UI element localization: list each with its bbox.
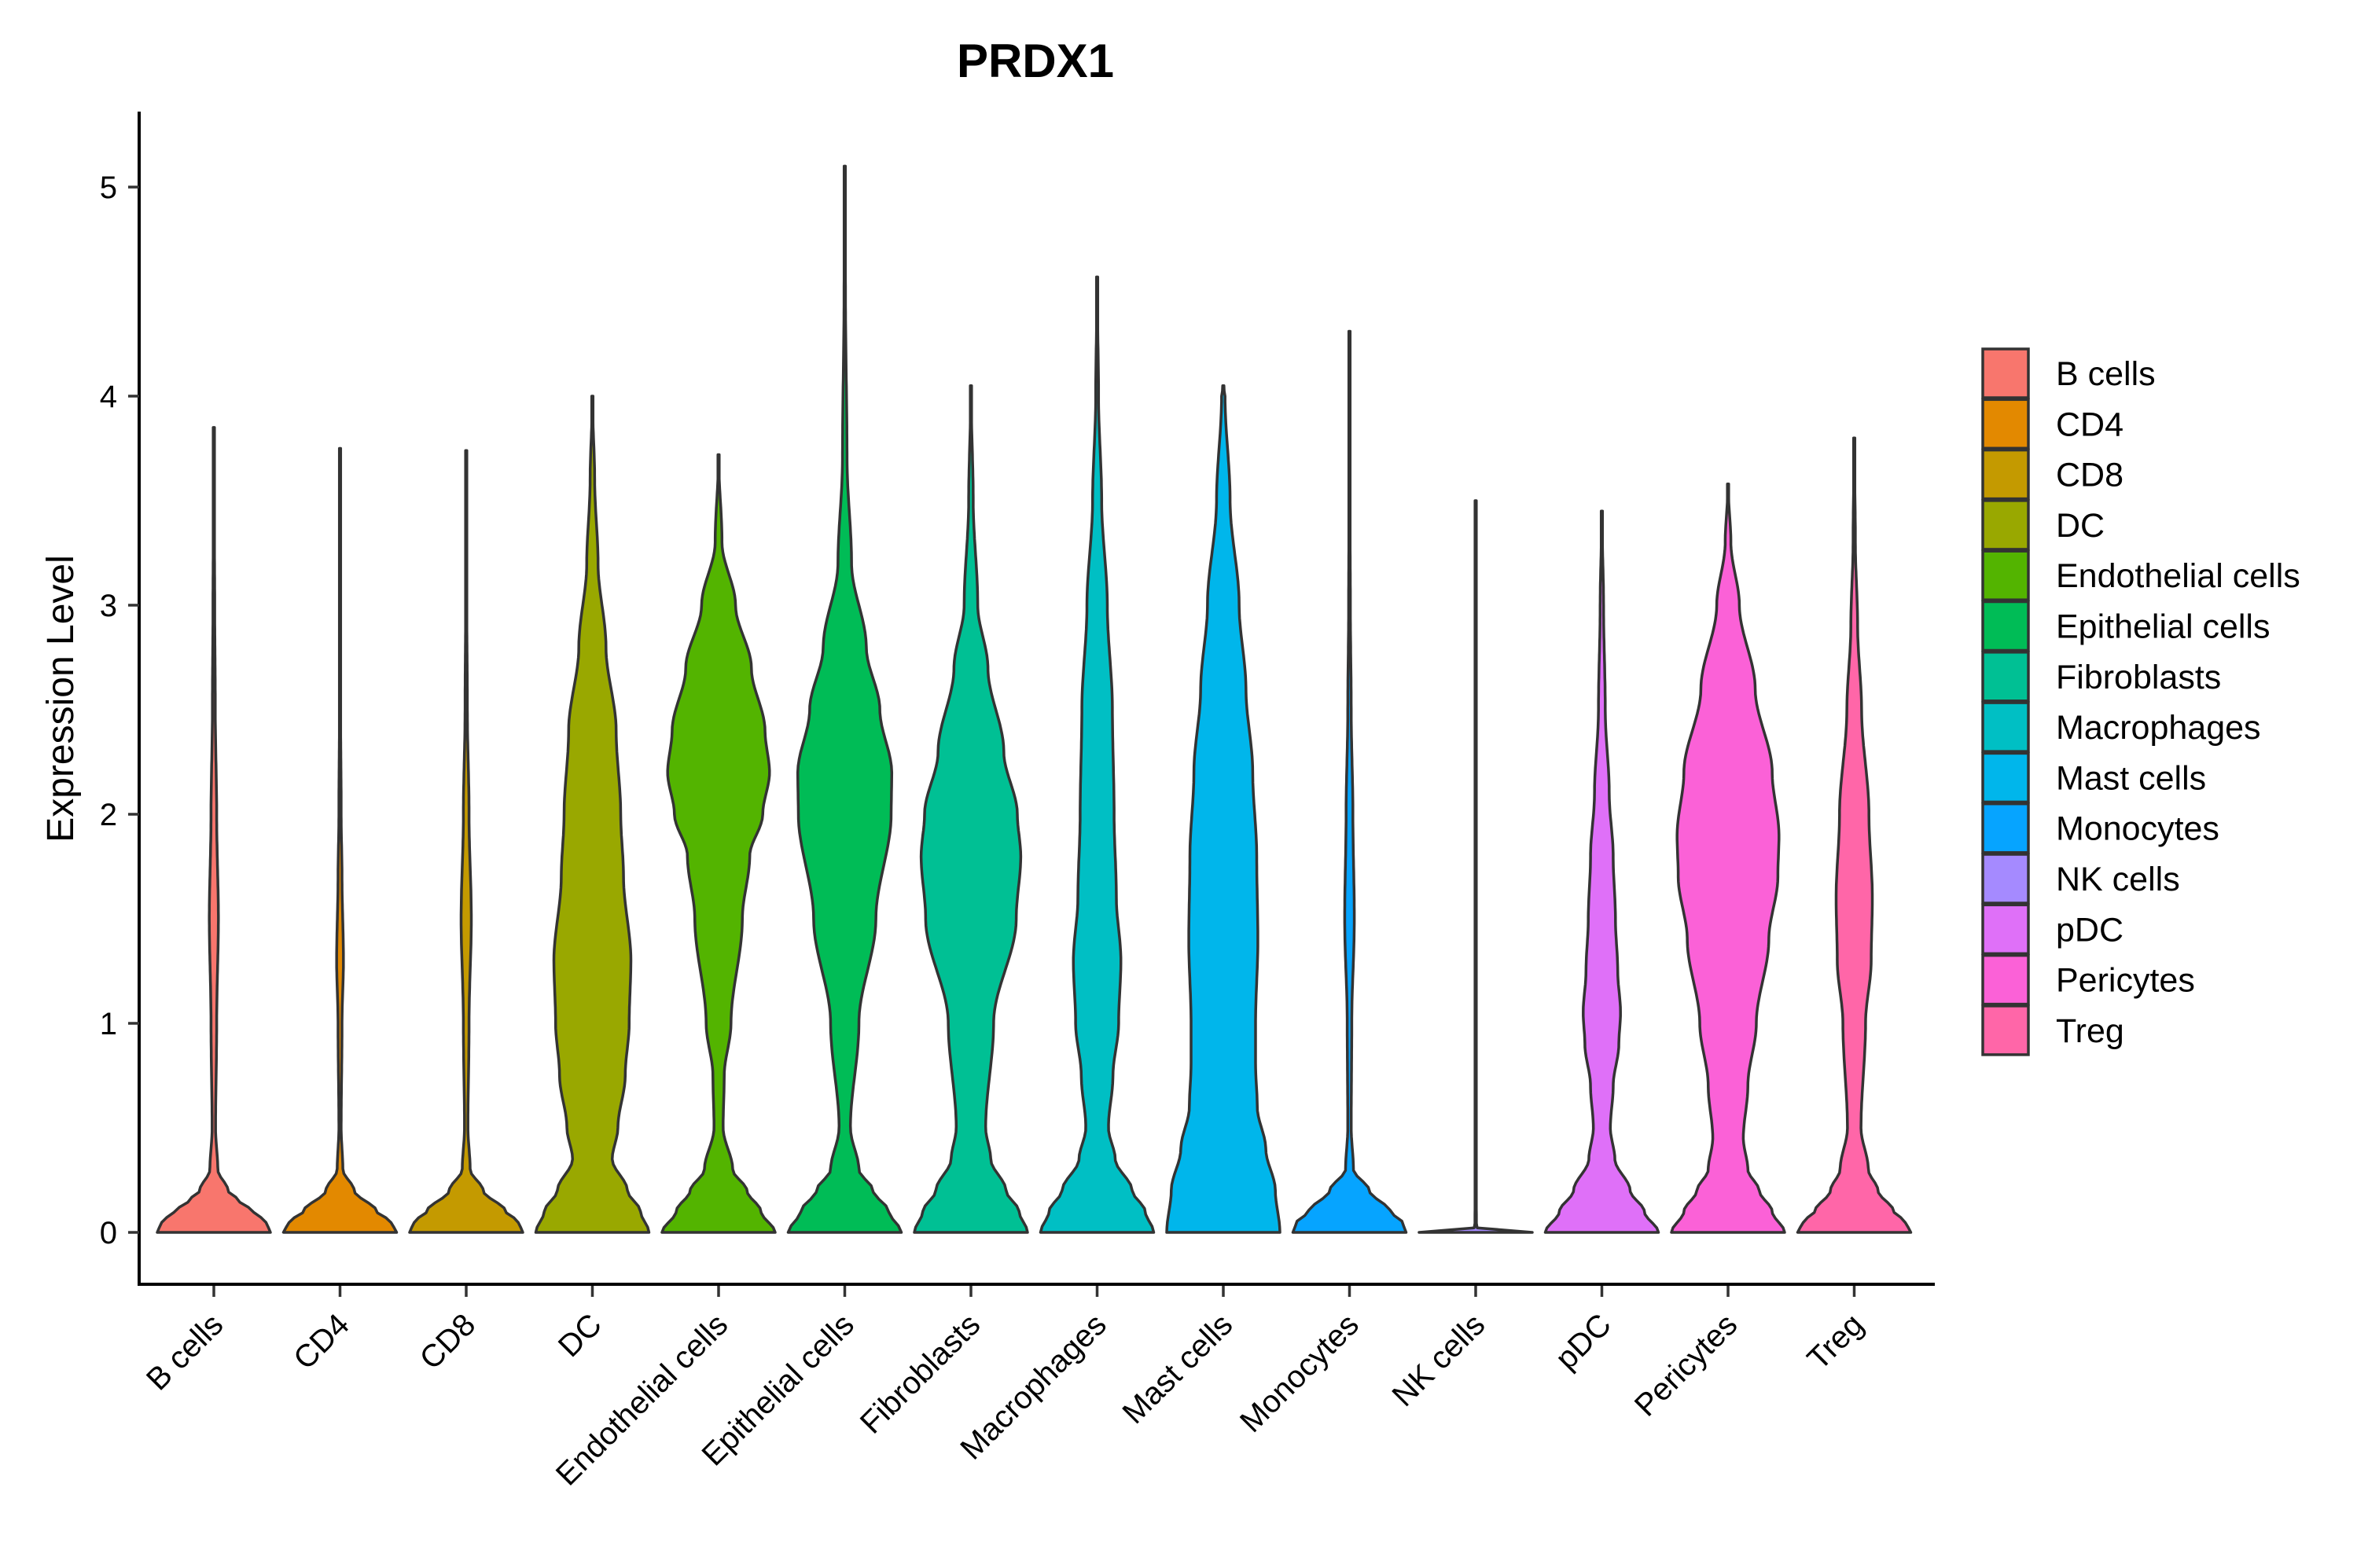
y-tick-label: 1 [100, 1007, 117, 1041]
x-tick-label: CD4 [287, 1307, 356, 1376]
legend-key [1981, 802, 2030, 854]
violin-b-cells [156, 426, 272, 1234]
legend-key [1981, 398, 2030, 450]
legend-key [1981, 347, 2030, 399]
legend-label: NK cells [2056, 861, 2180, 898]
chart-title: PRDX1 [957, 35, 1114, 87]
legend-key [1981, 448, 2030, 501]
legend-key [1981, 549, 2030, 601]
violin-treg [1796, 436, 1913, 1234]
x-tick-label: CD8 [414, 1307, 483, 1376]
x-tick-label: DC [552, 1307, 609, 1364]
x-tick-label: Treg [1801, 1307, 1870, 1376]
y-tick-label: 5 [100, 171, 117, 205]
legend: B cells CD4 CD8 DC Endothelial cells Epitheli… [1981, 347, 2300, 1056]
legend-label: CD8 [2056, 457, 2123, 494]
violin-dc [534, 395, 651, 1234]
x-tick-label: Pericytes [1628, 1307, 1744, 1423]
legend-label: B cells [2056, 355, 2156, 393]
y-tick-label: 2 [100, 798, 117, 832]
legend-label: Treg [2056, 1012, 2124, 1050]
violin-group [156, 164, 1913, 1234]
legend-label: Fibroblasts [2056, 659, 2221, 696]
x-tick-label: Fibroblasts [854, 1307, 987, 1440]
violin-pericytes [1670, 482, 1786, 1234]
violin-macrophages [1039, 275, 1156, 1234]
legend-label: Pericytes [2056, 962, 2195, 1000]
x-tick-label: Mast cells [1116, 1307, 1240, 1430]
x-tick-label: Monocytes [1234, 1307, 1366, 1439]
legend-label: pDC [2056, 911, 2123, 949]
y-tick-label: 3 [100, 589, 117, 623]
x-tick-label: NK cells [1386, 1307, 1492, 1413]
x-tick-label: pDC [1549, 1307, 1618, 1376]
violin-fibroblasts [913, 384, 1029, 1234]
legend-label: CD4 [2056, 406, 2123, 443]
x-tick-label: B cells [140, 1307, 230, 1397]
legend-key [1981, 1004, 2030, 1056]
violin-epithelial-cells [786, 164, 903, 1234]
legend-key [1981, 953, 2030, 1006]
violin-mast-cells [1165, 384, 1281, 1234]
legend-label: DC [2056, 507, 2105, 545]
violin-pdc [1543, 509, 1660, 1234]
legend-label: Mast cells [2056, 759, 2206, 797]
y-tick-label: 0 [100, 1216, 117, 1250]
legend-label: Monocytes [2056, 810, 2219, 848]
violin-cd4 [281, 446, 399, 1234]
legend-label: Macrophages [2056, 709, 2261, 747]
legend-key [1981, 853, 2030, 905]
legend-label: Endothelial cells [2056, 557, 2300, 595]
violin-cd8 [408, 449, 524, 1234]
legend-key [1981, 751, 2030, 804]
violin-nk-cells [1417, 499, 1534, 1234]
y-axis-label: Expression Level [40, 555, 82, 843]
y-tick-label: 4 [100, 380, 117, 414]
legend-key [1981, 701, 2030, 753]
legend-key [1981, 903, 2030, 956]
legend-key [1981, 651, 2030, 703]
violin-monocytes [1291, 329, 1408, 1234]
legend-label: Epithelial cells [2056, 608, 2270, 646]
legend-key [1981, 600, 2030, 652]
y-axis-ticks: 0 1 2 3 4 5 [100, 171, 139, 1250]
violin-endothelial-cells [660, 453, 777, 1234]
legend-key [1981, 499, 2030, 551]
